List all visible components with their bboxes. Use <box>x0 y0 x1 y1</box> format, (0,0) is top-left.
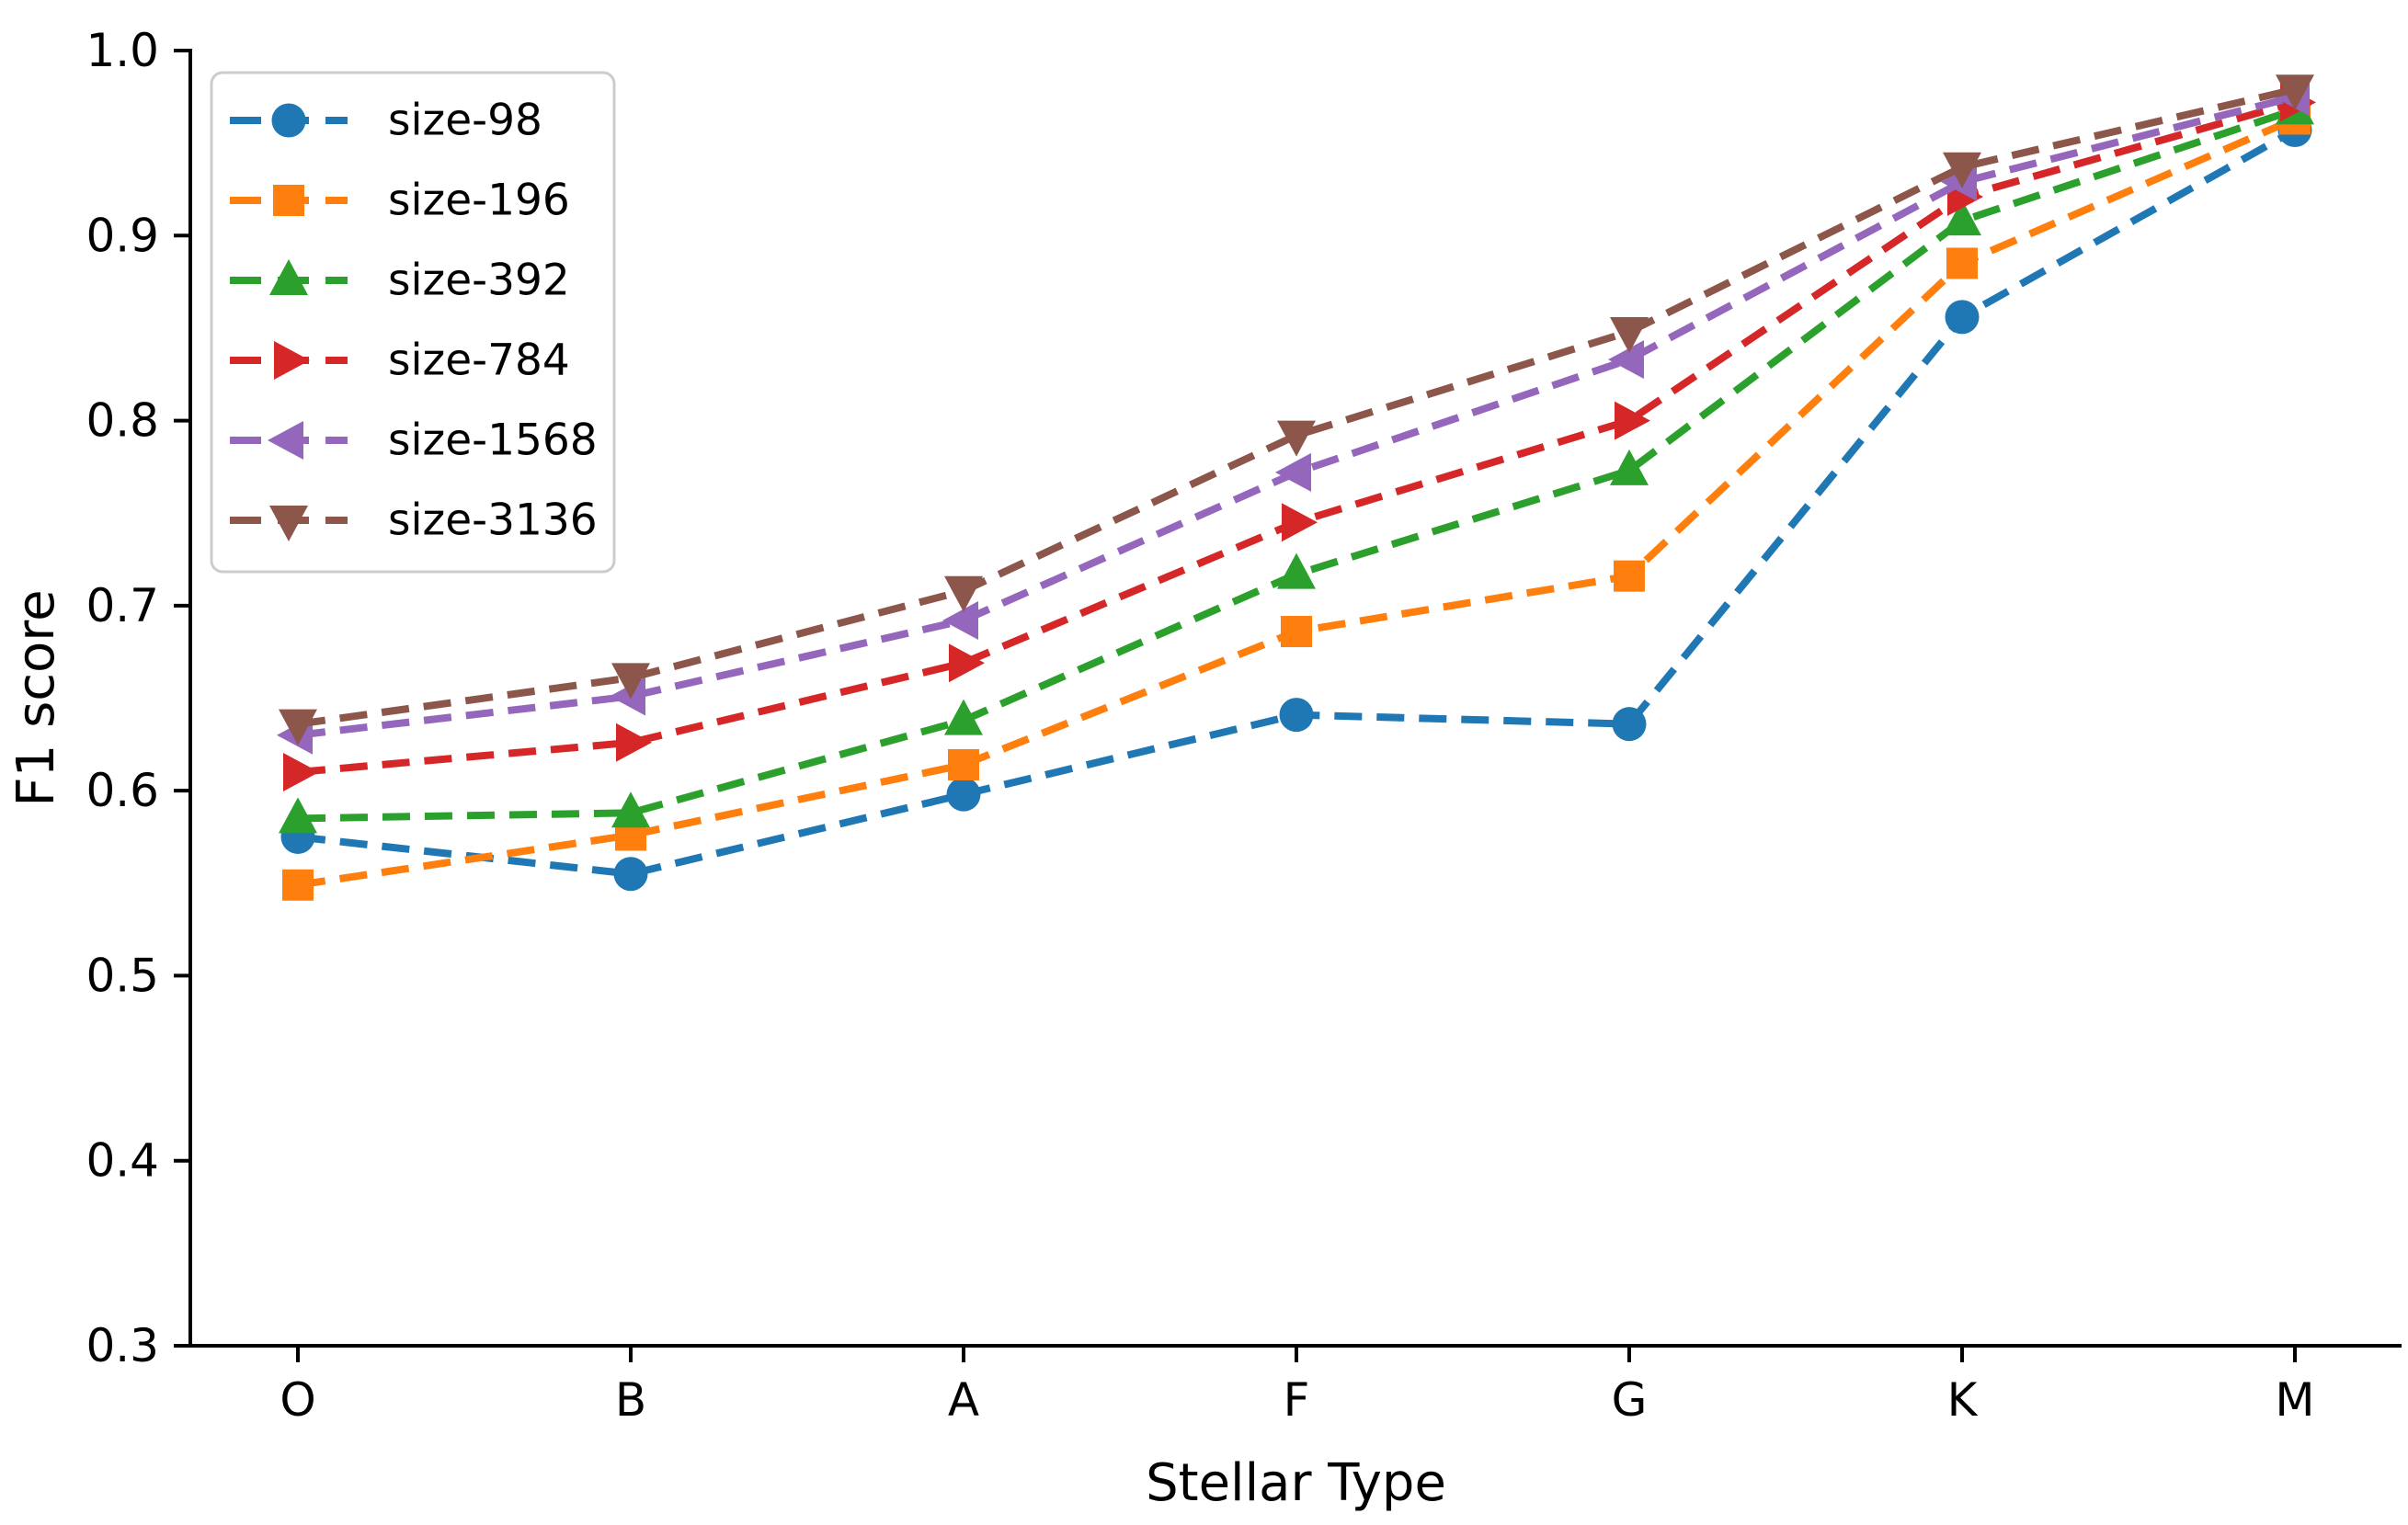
legend: size-98 size-196 size-392 size-784 size-1568… <box>210 71 616 574</box>
marker-size-98-F <box>1279 698 1314 733</box>
legend-marker-size-3136 <box>269 506 308 541</box>
x-tick-label: A <box>948 1373 979 1427</box>
marker-size-3136-G <box>1610 316 1649 353</box>
y-tick-label: 0.4 <box>86 1134 159 1188</box>
y-tick-label: 0.6 <box>86 764 159 817</box>
legend-marker-size-196 <box>273 185 304 216</box>
legend-item-size-196: size-196 <box>230 176 570 226</box>
y-tick-label: 0.8 <box>86 394 159 448</box>
marker-size-392-A <box>944 699 983 735</box>
marker-size-784-F <box>1282 503 1318 542</box>
x-tick-label: O <box>280 1373 315 1427</box>
x-tick-label: F <box>1284 1373 1310 1427</box>
legend-label-size-98: size-98 <box>388 96 542 146</box>
marker-size-98-B <box>613 857 648 892</box>
legend-label-size-3136: size-3136 <box>388 495 598 546</box>
marker-size-392-F <box>1277 552 1316 589</box>
marker-size-784-B <box>616 723 652 762</box>
marker-size-98-A <box>946 777 981 812</box>
legend-marker-size-784 <box>274 341 310 380</box>
x-tick-label: B <box>615 1373 646 1427</box>
legend-item-size-3136: size-3136 <box>230 495 598 546</box>
marker-size-392-O <box>279 797 317 834</box>
marker-size-3136-A <box>944 575 983 612</box>
marker-size-196-O <box>282 869 314 901</box>
legend-marker-size-392 <box>269 259 308 295</box>
marker-size-392-B <box>611 791 650 828</box>
marker-size-392-G <box>1610 449 1649 485</box>
x-tick-label: G <box>1612 1373 1648 1427</box>
y-tick-label: 0.5 <box>86 949 159 1002</box>
legend-label-size-196: size-196 <box>388 176 570 226</box>
legend-item-size-98: size-98 <box>230 96 542 146</box>
marker-size-3136-M <box>2276 74 2314 111</box>
marker-size-1568-F <box>1275 452 1311 492</box>
marker-size-3136-B <box>611 663 650 700</box>
legend-label-size-1568: size-1568 <box>388 415 598 466</box>
marker-size-392-K <box>1943 199 1981 236</box>
marker-size-196-K <box>1946 247 1978 279</box>
y-tick-label: 0.7 <box>86 579 159 632</box>
marker-size-784-O <box>283 753 319 792</box>
y-axis-label: F1 score <box>6 589 66 806</box>
marker-size-196-G <box>1614 560 1645 592</box>
marker-size-1568-G <box>1608 340 1644 380</box>
legend-item-size-784: size-784 <box>230 336 570 386</box>
y-tick-label: 0.9 <box>86 209 159 262</box>
y-tick-label: 1.0 <box>86 24 159 77</box>
marker-size-3136-F <box>1277 420 1316 457</box>
marker-size-784-G <box>1615 401 1650 440</box>
legend-marker-size-1568 <box>268 421 303 460</box>
x-axis-label: Stellar Type <box>1146 1453 1446 1513</box>
x-tick-label: K <box>1947 1373 1979 1427</box>
x-tick-label: M <box>2275 1373 2314 1427</box>
legend-box <box>210 71 616 574</box>
series-size-3136 <box>279 74 2314 745</box>
legend-item-size-1568: size-1568 <box>230 415 598 466</box>
legend-marker-size-98 <box>271 103 306 138</box>
marker-size-3136-O <box>279 709 317 745</box>
marker-size-196-F <box>1281 616 1312 648</box>
y-tick-label: 0.3 <box>86 1319 159 1372</box>
marker-size-1568-A <box>942 600 978 640</box>
legend-label-size-392: size-392 <box>388 256 570 306</box>
marker-size-98-G <box>1612 707 1647 742</box>
series-size-784 <box>283 83 2316 792</box>
marker-size-784-A <box>949 643 985 683</box>
marker-size-3136-K <box>1943 152 1981 188</box>
marker-size-98-K <box>1945 300 1980 335</box>
marker-size-196-A <box>948 748 979 780</box>
legend-item-size-392: size-392 <box>230 256 570 306</box>
axes: 0.3 0.4 0.5 0.6 0.7 0.8 0.9 1.0 O B A F G K M Stellar T… <box>6 24 2402 1513</box>
legend-label-size-784: size-784 <box>388 336 570 386</box>
